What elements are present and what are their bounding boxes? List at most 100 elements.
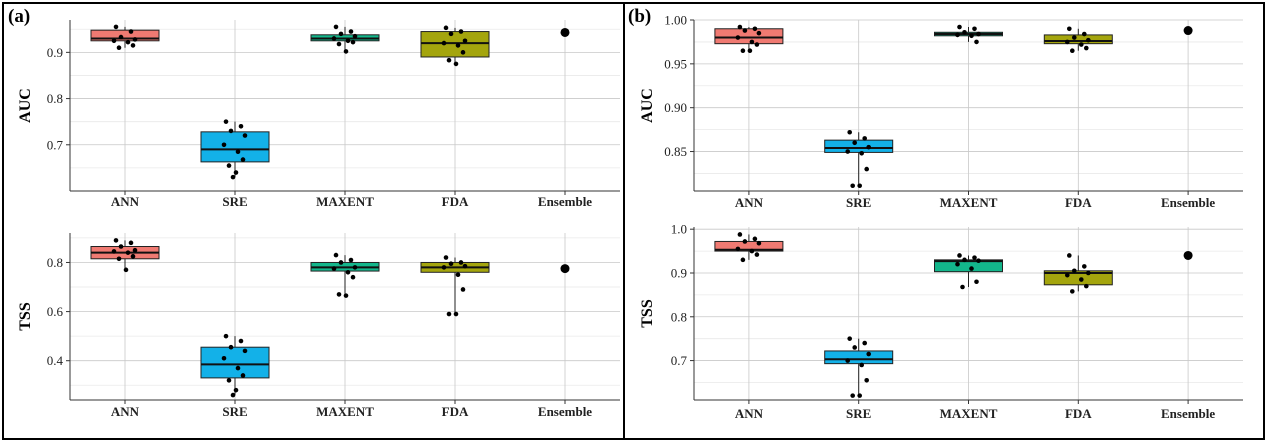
data-point — [1082, 31, 1087, 37]
box-sre — [200, 346, 270, 379]
data-point — [350, 274, 356, 280]
data-point — [752, 236, 758, 242]
data-point — [348, 257, 354, 263]
data-point — [233, 170, 239, 175]
data-point — [845, 149, 850, 154]
data-point — [118, 244, 124, 249]
data-point — [735, 246, 741, 252]
y-axis-label: AUC — [639, 88, 656, 123]
data-point — [957, 24, 962, 30]
data-point — [448, 31, 454, 37]
data-point — [113, 24, 119, 30]
data-point — [458, 260, 464, 265]
data-point — [955, 261, 960, 267]
data-point — [228, 344, 234, 350]
box-sre — [200, 131, 270, 163]
x-tick-label: Ensemble — [538, 194, 592, 209]
y-tick-label: 0.95 — [664, 56, 687, 71]
data-point — [974, 39, 979, 45]
data-point — [955, 32, 960, 38]
data-point — [742, 239, 748, 244]
data-point — [1086, 270, 1091, 276]
x-tick-label: FDA — [1065, 195, 1092, 210]
data-point — [962, 257, 967, 263]
data-point — [460, 50, 466, 55]
y-tick-label: 0.4 — [47, 353, 64, 368]
x-tick-label: Ensemble — [1161, 406, 1215, 421]
x-tick-label: ANN — [111, 194, 140, 209]
data-point — [221, 355, 227, 361]
y-tick-label: 0.6 — [47, 304, 64, 319]
data-point — [862, 340, 867, 346]
data-point — [230, 174, 236, 180]
y-axis-label: TSS — [17, 302, 34, 331]
y-tick-label: 0.8 — [47, 91, 63, 106]
data-point — [228, 128, 234, 134]
data-point — [850, 393, 855, 398]
data-point — [233, 387, 239, 393]
data-point — [1072, 268, 1077, 274]
box-ann — [714, 240, 784, 252]
data-point — [223, 333, 229, 339]
data-point — [742, 28, 748, 33]
box-fda — [1043, 34, 1113, 45]
x-tick-label: FDA — [1065, 406, 1092, 421]
data-point — [453, 61, 459, 67]
data-point — [1072, 35, 1077, 40]
data-point — [737, 232, 743, 237]
data-point — [128, 240, 134, 246]
data-point — [862, 136, 867, 141]
y-tick-label: 0.7 — [47, 137, 64, 152]
data-point — [242, 133, 248, 138]
data-point — [754, 42, 760, 47]
data-point — [345, 269, 351, 275]
data-point — [1067, 26, 1072, 32]
data-point — [859, 362, 864, 368]
data-point — [132, 247, 138, 253]
x-tick-label: MAXENT — [940, 406, 998, 421]
box-ann — [714, 28, 784, 45]
data-point — [338, 31, 344, 37]
y-axis-label: TSS — [639, 299, 656, 328]
data-point — [847, 336, 852, 341]
y-tick-label: 1.00 — [664, 13, 687, 28]
data-point — [749, 248, 755, 254]
data-point — [336, 41, 342, 47]
x-tick-label: ANN — [735, 406, 764, 421]
data-point — [345, 38, 351, 44]
box-fda — [420, 31, 490, 58]
x-tick-label: FDA — [442, 404, 469, 419]
data-point — [969, 266, 974, 271]
box-fda — [1043, 270, 1113, 286]
data-point — [455, 272, 461, 278]
data-point — [238, 123, 244, 129]
panel-label-a: (a) — [8, 6, 31, 27]
data-point — [453, 311, 459, 317]
data-point — [754, 252, 760, 257]
x-tick-label: Ensemble — [1161, 195, 1215, 210]
data-point — [441, 40, 447, 46]
data-point — [333, 252, 339, 258]
data-point — [458, 29, 464, 34]
y-tick-label: 0.90 — [664, 100, 687, 115]
data-point — [972, 26, 977, 32]
data-point — [443, 255, 449, 260]
data-point — [1086, 37, 1091, 43]
data-point — [336, 292, 342, 297]
data-point — [223, 119, 229, 124]
data-point — [1065, 39, 1070, 45]
x-tick-label: FDA — [442, 194, 469, 209]
ensemble-point — [560, 27, 570, 37]
data-point — [735, 35, 741, 40]
y-tick-label: 0.85 — [664, 144, 687, 159]
data-point — [455, 43, 461, 48]
data-point — [226, 378, 232, 383]
data-point — [446, 311, 452, 317]
data-point — [240, 373, 246, 378]
data-point — [235, 365, 241, 371]
data-point — [118, 34, 124, 40]
y-tick-label: 0.8 — [47, 255, 63, 270]
ensemble-point — [1183, 250, 1193, 260]
data-point — [976, 258, 981, 264]
